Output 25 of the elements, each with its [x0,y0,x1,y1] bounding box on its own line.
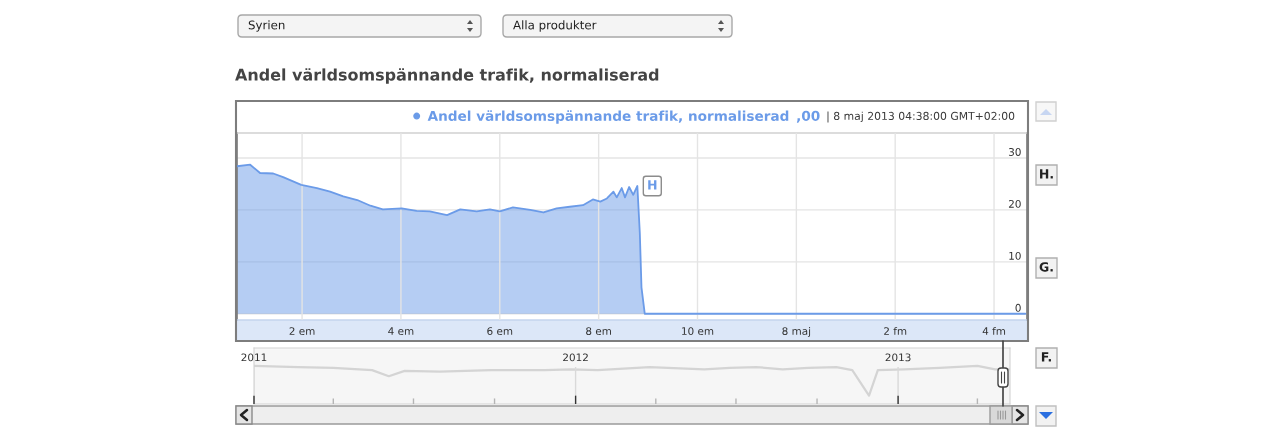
annotation: H [648,180,657,190]
x-tick-label: 4 em [388,327,414,336]
x-tick-label: 2013 [885,353,911,362]
text: F. [1041,352,1051,362]
text: G. [1039,262,1053,272]
text: Syrien [248,20,285,32]
y-tick-label: 30 [1008,148,1021,156]
text: Alla produkter [513,20,597,32]
x-tick-label: 2012 [563,353,588,362]
y-tick-label: 10 [1009,251,1021,260]
x-tick-label: 6 em [487,327,513,336]
x-tick-label: 2 fm [884,326,907,335]
y-tick-label: 20 [1008,199,1021,208]
x-tick-label: 8 em [586,327,611,336]
chart-title: Andel världsomspännande trafik, normaliserad [235,68,659,84]
y-tick-label: 0 [1015,303,1021,312]
x-tick-label: 10 em [682,327,714,336]
x-tick-label: 2011 [241,353,267,362]
legend-label: Andel världsomspännande trafik, normaliserad [427,110,789,124]
x-tick-label: 2 em [289,327,315,336]
text: H. [1040,169,1053,179]
x-tick-label: 8 maj [782,326,811,338]
x-tick-label: 4 fm [982,326,1006,335]
text: ,00 [796,110,820,123]
text: | 8 maj 2013 04:38:00 GMT+02:00 [827,111,1015,123]
